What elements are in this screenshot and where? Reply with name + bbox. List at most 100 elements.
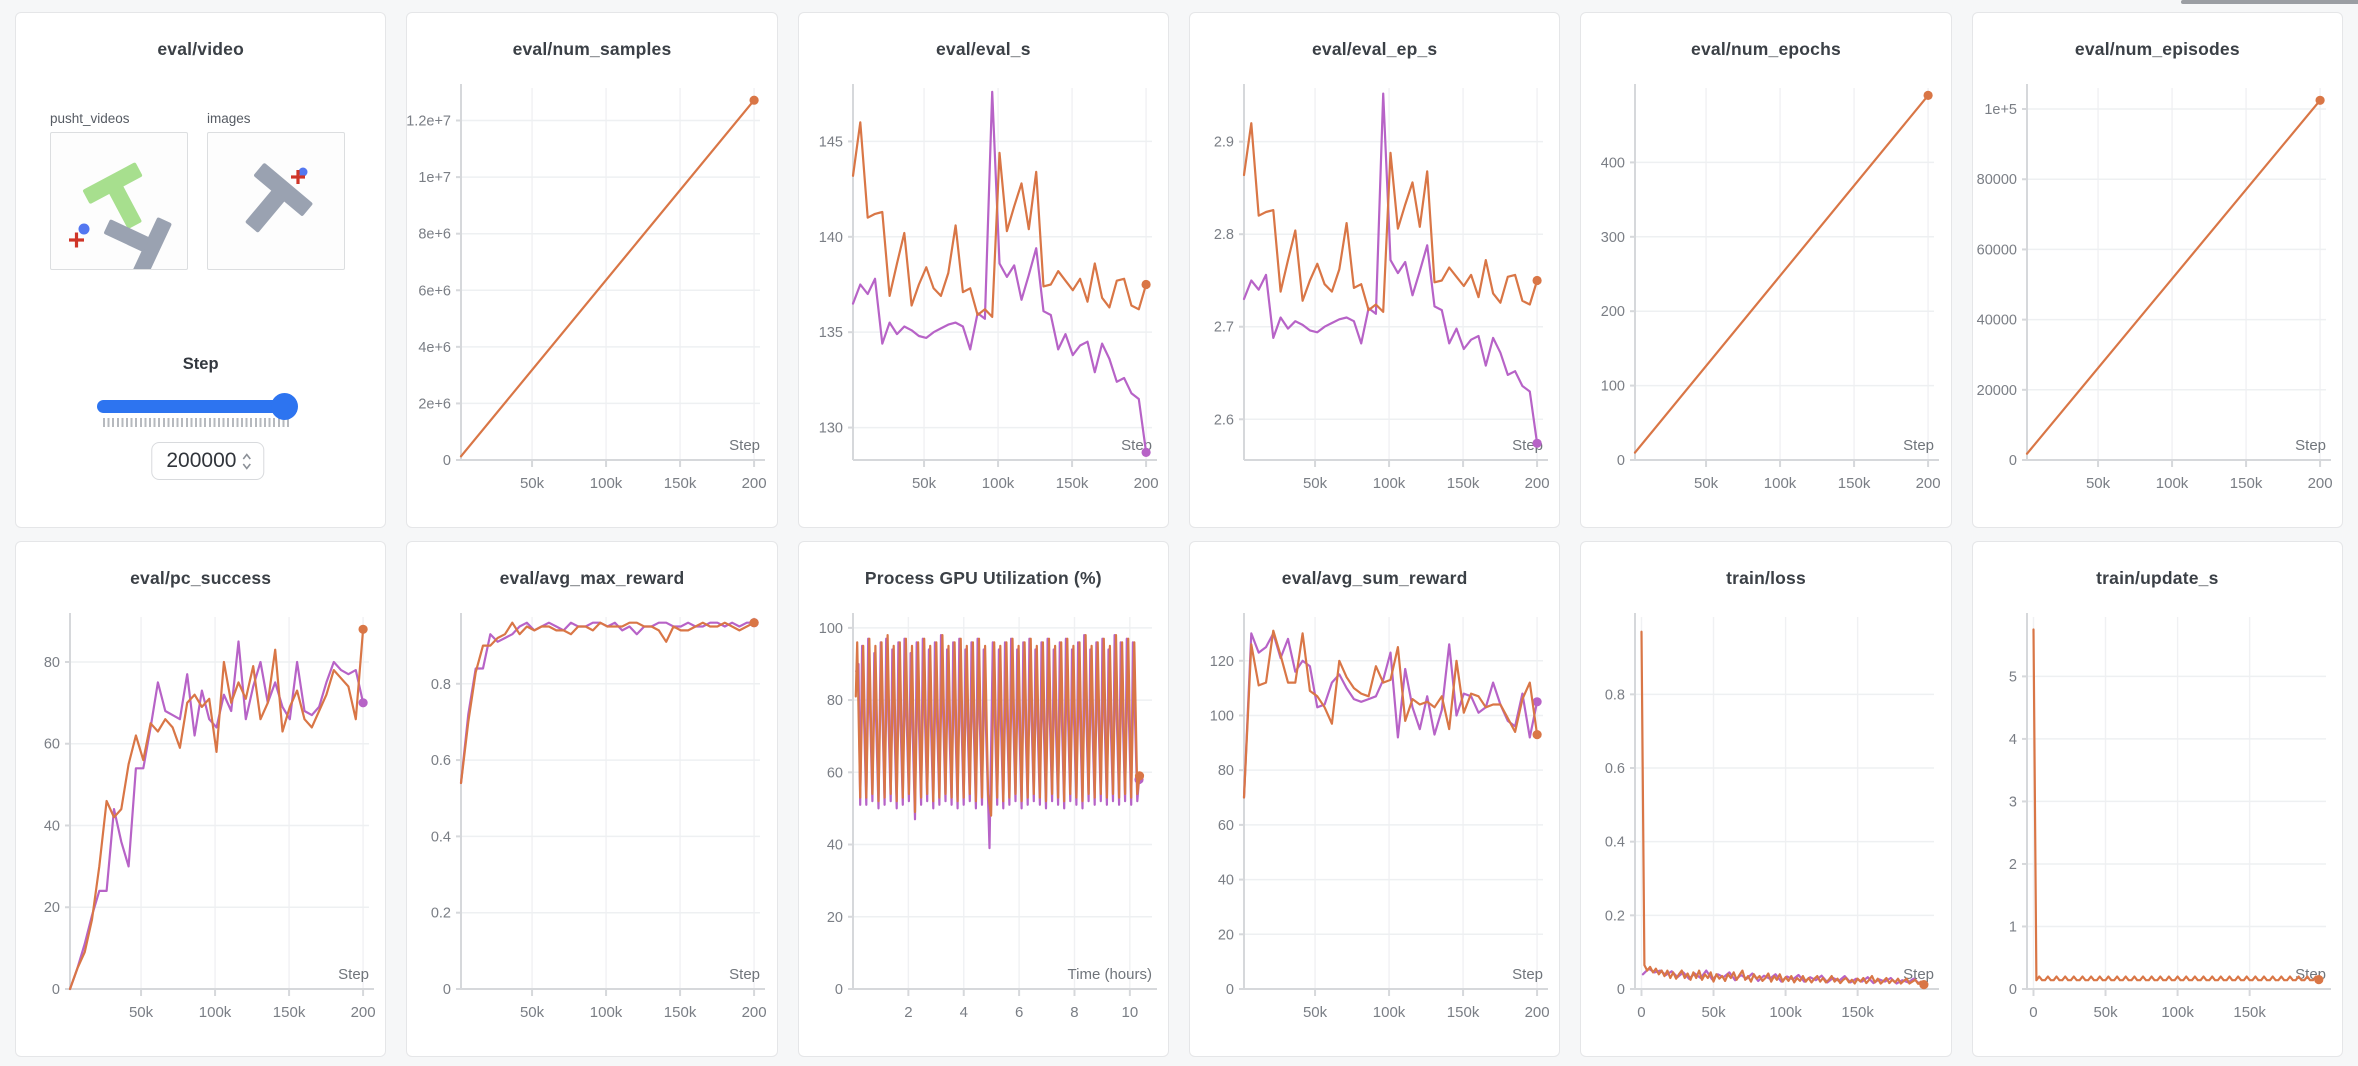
svg-text:150k: 150k bbox=[1055, 475, 1088, 492]
svg-text:300: 300 bbox=[1601, 230, 1625, 246]
svg-text:0: 0 bbox=[1638, 1004, 1646, 1021]
chart-eval-avg-max-reward[interactable]: 0 0.2 0.4 0.6 0.8 50k 100k 150k 200 Step bbox=[407, 599, 776, 1035]
svg-text:8e+6: 8e+6 bbox=[419, 227, 452, 243]
svg-text:100k: 100k bbox=[1373, 1004, 1406, 1021]
chart-train-loss[interactable]: 0 0.2 0.4 0.6 0.8 0 50k 100k 150k Step bbox=[1581, 599, 1950, 1035]
svg-text:0.6: 0.6 bbox=[1605, 761, 1625, 777]
svg-text:Step: Step bbox=[1903, 966, 1934, 983]
svg-text:5: 5 bbox=[2009, 669, 2017, 685]
chart-eval-num-samples[interactable]: 0 2e+6 4e+6 6e+6 8e+6 1e+7 1.2e+7 50k 100k 150k 20… bbox=[407, 70, 776, 506]
chart-svg: 0 0.2 0.4 0.6 0.8 0 50k 100k 150k Step bbox=[1605, 613, 1940, 1021]
chart-eval-eval-ep-s[interactable]: 2.6 2.7 2.8 2.9 50k 100k 150k 200 Step bbox=[1190, 70, 1559, 506]
svg-text:100: 100 bbox=[1601, 379, 1625, 395]
panel-eval-pc-success: eval/pc_success 0 20 40 60 80 50k 100k 150k 200 S… bbox=[15, 541, 387, 1057]
svg-text:2.7: 2.7 bbox=[1214, 320, 1234, 336]
svg-text:80: 80 bbox=[827, 693, 843, 709]
svg-text:0.2: 0.2 bbox=[1605, 908, 1625, 924]
svg-text:150k: 150k bbox=[1838, 475, 1871, 492]
svg-text:0: 0 bbox=[835, 982, 843, 998]
svg-text:Time (hours): Time (hours) bbox=[1067, 966, 1151, 983]
svg-text:0: 0 bbox=[1617, 982, 1625, 998]
chart-eval-avg-sum-reward[interactable]: 0 20 40 60 80 100 120 50k 100k 150k 200 Step bbox=[1190, 599, 1559, 1035]
svg-text:Step: Step bbox=[1512, 966, 1543, 983]
panel-title: eval/pc_success bbox=[130, 568, 272, 588]
svg-text:1: 1 bbox=[2009, 919, 2017, 935]
panel-process-gpu-utilization: Process GPU Utilization (%) 0 20 40 60 80 100… bbox=[797, 541, 1169, 1057]
svg-text:80000: 80000 bbox=[1976, 172, 2016, 188]
stepper-arrows[interactable] bbox=[241, 452, 252, 471]
panel-title: eval/num_episodes bbox=[2074, 39, 2240, 59]
media-label-pusht-videos: pusht_videos bbox=[50, 111, 130, 126]
chart-svg: 0 100 200 300 400 50k 100k 150k 200 Step bbox=[1601, 84, 1941, 492]
svg-text:50k: 50k bbox=[1694, 475, 1719, 492]
panel-title: Process GPU Utilization (%) bbox=[864, 568, 1102, 588]
svg-text:8: 8 bbox=[1070, 1004, 1078, 1021]
chart-svg: 0 2e+6 4e+6 6e+6 8e+6 1e+7 1.2e+7 50k 100k 150k 20… bbox=[407, 84, 767, 492]
svg-text:100k: 100k bbox=[2155, 475, 2188, 492]
svg-text:200: 200 bbox=[1525, 1004, 1550, 1021]
video-thumbnail-images[interactable] bbox=[207, 132, 345, 270]
svg-text:80: 80 bbox=[1218, 763, 1234, 779]
chevron-up-icon[interactable] bbox=[241, 452, 252, 461]
goal-cross bbox=[69, 232, 84, 248]
svg-text:0.8: 0.8 bbox=[1605, 687, 1625, 703]
svg-text:200: 200 bbox=[1916, 475, 1941, 492]
chevron-down-icon[interactable] bbox=[241, 462, 252, 471]
panel-eval-eval-ep-s: eval/eval_ep_s 2.6 2.7 2.8 2.9 50k 100k 150k 20… bbox=[1189, 12, 1561, 528]
svg-text:135: 135 bbox=[818, 325, 842, 341]
svg-text:50k: 50k bbox=[1303, 1004, 1328, 1021]
panel-eval-video: eval/video pusht_videos images bbox=[15, 12, 387, 528]
svg-text:50k: 50k bbox=[1303, 475, 1328, 492]
panel-title: eval/num_epochs bbox=[1691, 39, 1841, 59]
step-value-stepper[interactable] bbox=[150, 442, 264, 480]
chart-eval-num-epochs[interactable]: 0 100 200 300 400 50k 100k 150k 200 Step bbox=[1581, 70, 1950, 506]
chart-process-gpu-utilization[interactable]: 0 20 40 60 80 100 2 4 6 8 10 Time (hours) bbox=[799, 599, 1168, 1035]
svg-text:0: 0 bbox=[2029, 1004, 2037, 1021]
svg-text:0: 0 bbox=[443, 453, 451, 469]
svg-text:100k: 100k bbox=[1373, 475, 1406, 492]
svg-text:20: 20 bbox=[1218, 927, 1234, 943]
svg-text:Step: Step bbox=[1903, 437, 1934, 454]
svg-text:100: 100 bbox=[818, 621, 842, 637]
svg-text:Step: Step bbox=[729, 437, 760, 454]
svg-text:20: 20 bbox=[827, 910, 843, 926]
svg-text:200: 200 bbox=[1525, 475, 1550, 492]
svg-text:100k: 100k bbox=[1764, 475, 1797, 492]
svg-text:4: 4 bbox=[959, 1004, 967, 1021]
svg-text:100k: 100k bbox=[2161, 1004, 2194, 1021]
svg-text:200: 200 bbox=[742, 475, 767, 492]
svg-text:130: 130 bbox=[818, 421, 842, 437]
step-slider[interactable] bbox=[97, 393, 298, 427]
svg-text:6: 6 bbox=[1015, 1004, 1023, 1021]
svg-text:2.6: 2.6 bbox=[1214, 412, 1234, 428]
svg-text:0: 0 bbox=[443, 982, 451, 998]
horizontal-scrollbar-thumb[interactable] bbox=[2181, 0, 2358, 4]
panel-eval-avg-sum-reward: eval/avg_sum_reward 0 20 40 60 80 100 120 50k 10… bbox=[1189, 541, 1561, 1057]
panel-train-update-s: train/update_s 0 1 2 3 4 5 0 50k 100k 150k Step bbox=[1971, 541, 2343, 1057]
svg-text:1e+5: 1e+5 bbox=[1984, 102, 2017, 118]
chart-train-update-s[interactable]: 0 1 2 3 4 5 0 50k 100k 150k Step bbox=[1973, 599, 2342, 1035]
svg-text:0.4: 0.4 bbox=[431, 829, 451, 845]
panel-train-loss: train/loss 0 0.2 0.4 0.6 0.8 0 50k 100k 150k Step bbox=[1580, 541, 1952, 1057]
panel-eval-eval-s: eval/eval_s 130 135 140 145 50k 100k 150k 200 St… bbox=[797, 12, 1169, 528]
svg-text:200: 200 bbox=[2307, 475, 2332, 492]
chart-svg: 0 0.2 0.4 0.6 0.8 50k 100k 150k 200 Step bbox=[431, 613, 767, 1021]
green-t-shape bbox=[83, 162, 143, 229]
chart-eval-num-episodes[interactable]: 0 20000 40000 60000 80000 1e+5 50k 100k 150k 200 S… bbox=[1973, 70, 2342, 506]
svg-text:140: 140 bbox=[818, 230, 842, 246]
step-slider-track[interactable] bbox=[97, 393, 298, 420]
chart-eval-pc-success[interactable]: 0 20 40 60 80 50k 100k 150k 200 Step bbox=[16, 599, 385, 1035]
step-slider-thumb[interactable] bbox=[271, 393, 298, 420]
chart-eval-eval-s[interactable]: 130 135 140 145 50k 100k 150k 200 Step bbox=[799, 70, 1168, 506]
goal-cross bbox=[291, 170, 305, 184]
video-thumbnail-pusht[interactable] bbox=[50, 132, 188, 278]
step-value-input[interactable] bbox=[162, 449, 237, 473]
svg-text:150k: 150k bbox=[2233, 1004, 2266, 1021]
svg-text:20000: 20000 bbox=[1976, 383, 2016, 399]
panel-title: eval/num_samples bbox=[512, 39, 672, 59]
svg-text:150k: 150k bbox=[1842, 1004, 1875, 1021]
step-slider-ruler bbox=[103, 418, 289, 427]
svg-text:2.9: 2.9 bbox=[1214, 135, 1234, 151]
